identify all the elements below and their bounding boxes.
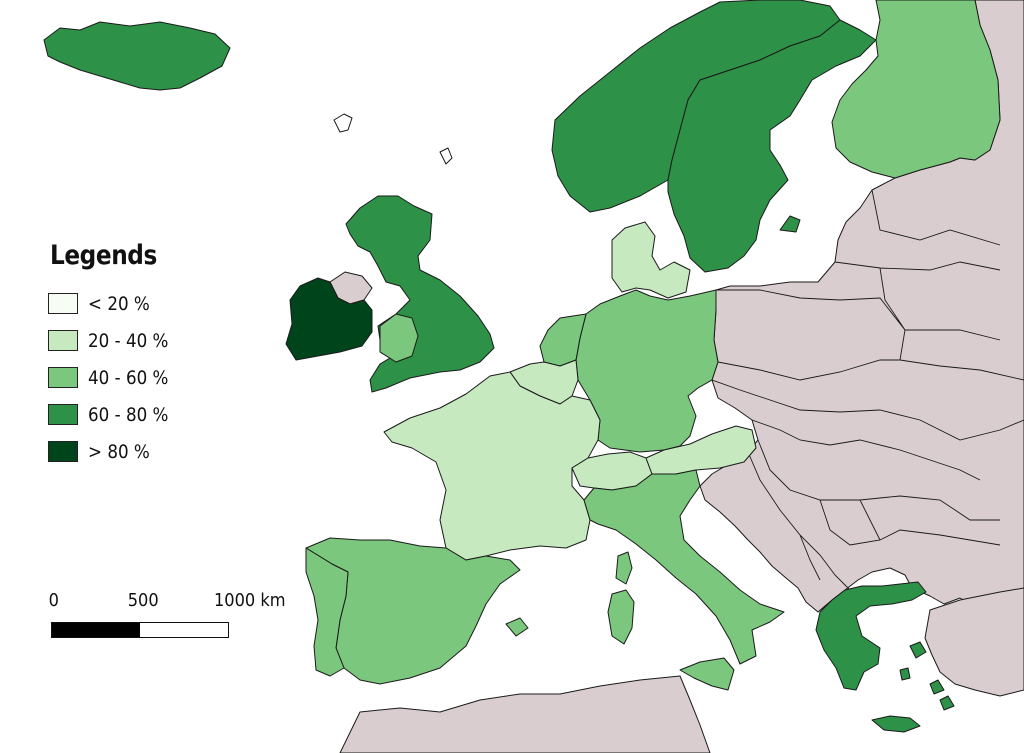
legend-label: 20 - 40 %	[88, 329, 169, 352]
scale-tick-label: 0	[48, 590, 59, 611]
sweden	[667, 19, 877, 273]
legend-label: 60 - 80 %	[88, 403, 169, 426]
scale-bar-graphic	[51, 622, 229, 638]
scale-segment-white	[140, 623, 228, 637]
legend-swatch	[48, 367, 78, 388]
legend-swatch	[48, 330, 78, 351]
legend-swatch	[48, 441, 78, 462]
united-kingdom	[345, 195, 495, 393]
iceland	[43, 21, 231, 91]
north-africa-landmass	[339, 675, 711, 753]
map-legend: Legends < 20 % 20 - 40 % 40 - 60 % 60 - …	[48, 240, 179, 470]
ireland	[285, 277, 373, 361]
legend-label: > 80 %	[88, 440, 150, 463]
greece	[815, 581, 927, 691]
scale-segment-black	[52, 623, 140, 637]
legend-title: Legends	[50, 240, 157, 271]
small-islands	[779, 215, 801, 233]
shetland-islands	[439, 147, 453, 165]
legend-item: < 20 %	[48, 285, 179, 322]
greek-islands	[899, 641, 955, 711]
sicily	[679, 657, 735, 691]
legend-item: 60 - 80 %	[48, 396, 179, 433]
legend-label: < 20 %	[88, 292, 150, 315]
scale-tick-label: 1000 km	[213, 590, 286, 611]
legend-item: 20 - 40 %	[48, 322, 179, 359]
france	[383, 371, 601, 561]
denmark	[611, 221, 691, 299]
portugal	[305, 547, 349, 677]
legend-item: > 80 %	[48, 433, 179, 470]
east-borders	[711, 189, 1024, 591]
faroe-islands	[333, 113, 353, 133]
crete	[871, 715, 921, 733]
legend-label: 40 - 60 %	[88, 366, 169, 389]
wales	[379, 313, 419, 363]
legend-item: 40 - 60 %	[48, 359, 179, 396]
scale-tick-label: 500	[127, 590, 159, 611]
sardinia	[607, 589, 635, 645]
legend-swatch	[48, 293, 78, 314]
scale-bar: 0 500 1000 km	[48, 590, 288, 650]
finland	[831, 0, 1001, 179]
turkey-landmass	[924, 587, 1024, 697]
no-data-region	[329, 0, 1024, 753]
corsica	[615, 551, 633, 585]
balearic-islands	[505, 617, 529, 637]
legend-swatch	[48, 404, 78, 425]
italy	[583, 469, 785, 665]
